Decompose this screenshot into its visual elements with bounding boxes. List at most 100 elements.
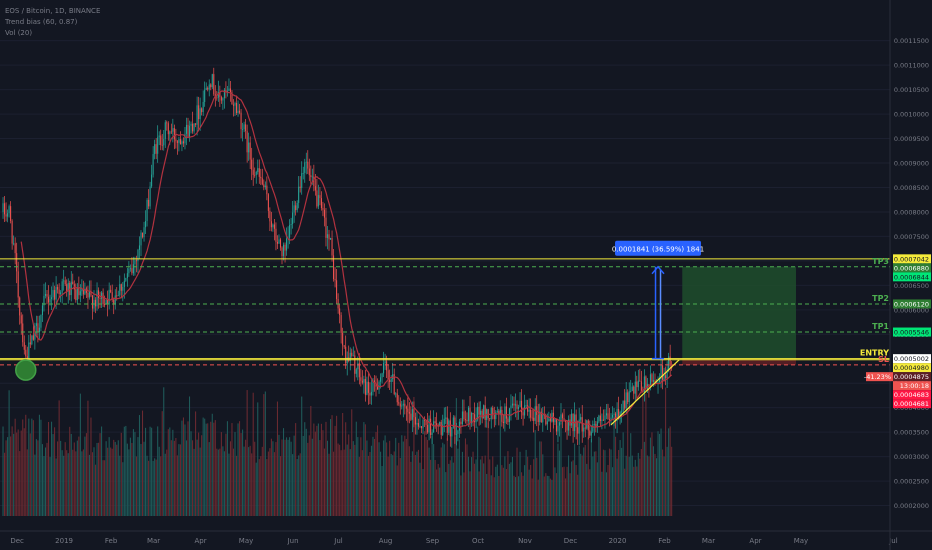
volume-bar: [296, 459, 298, 516]
candle-body: [463, 411, 465, 420]
volume-bar: [343, 449, 345, 516]
volume-bar: [605, 472, 608, 516]
candle-body: [369, 392, 371, 396]
bottom-marker-circle[interactable]: [15, 359, 37, 381]
volume-bar: [304, 422, 306, 516]
candle-body: [129, 268, 131, 270]
volume-bar: [608, 448, 611, 516]
volume-bar: [445, 472, 447, 516]
volume-bar: [574, 443, 576, 516]
price-axis[interactable]: 0.0011500 0.0011000 0.0010500 0.0010000 0.00…: [889, 0, 929, 550]
price-tick-label: 0.0008500: [894, 184, 929, 192]
volume-bar: [155, 459, 157, 516]
volume-bar: [113, 439, 115, 516]
volume-bar: [257, 402, 259, 516]
volume-bar: [560, 423, 562, 516]
indicator-volume[interactable]: Vol (20): [5, 29, 33, 37]
candle-body: [295, 205, 297, 211]
volume-bar: [58, 400, 60, 516]
candle-body: [213, 74, 215, 95]
volume-bar: [154, 458, 156, 516]
candle-body: [31, 335, 33, 345]
candle-body: [630, 390, 632, 392]
volume-bar: [196, 439, 198, 516]
measure-arrowhead[interactable]: [651, 265, 665, 275]
volume-bar: [410, 461, 412, 516]
volume-bar: [266, 459, 268, 516]
volume-bar: [419, 462, 421, 516]
candle-body: [546, 421, 548, 425]
candle-body: [117, 295, 119, 297]
candle-body: [516, 404, 518, 409]
volume-bar: [258, 459, 260, 516]
candle-body: [220, 96, 222, 101]
candle-body: [622, 400, 624, 412]
candle-body: [451, 427, 453, 437]
volume-bar: [35, 439, 37, 516]
time-axis[interactable]: Dec 2019 Feb Mar Apr May Jun Jul Aug Sep Oct Nov Dec…: [0, 530, 932, 545]
volume-bar: [501, 465, 503, 516]
candle-body: [668, 356, 670, 370]
candle-body: [551, 412, 553, 422]
candle-body: [602, 419, 604, 421]
loss-zone[interactable]: [682, 358, 796, 365]
candle-body: [313, 176, 315, 187]
volume-bar: [451, 456, 453, 516]
chart-drawings[interactable]: 0.0001841 (36.59%) 1841: [15, 240, 704, 426]
candle-body: [7, 213, 9, 217]
price-label-text: 0.0005002: [894, 355, 929, 363]
candle-body: [396, 393, 398, 403]
volume-bar: [452, 462, 454, 516]
candle-body: [255, 171, 257, 175]
volume-bar: [52, 434, 54, 516]
candle-body: [358, 363, 360, 378]
volume-bar: [29, 433, 31, 516]
volume-bar: [640, 449, 642, 516]
volume-bar: [469, 471, 471, 516]
volume-bar: [443, 444, 445, 516]
rising-trendline[interactable]: [610, 359, 680, 426]
candle-body: [378, 381, 380, 390]
volume-bar: [111, 448, 113, 516]
price-label-text: 0.0006880: [894, 264, 929, 272]
candle-body: [251, 159, 253, 170]
time-tick-label: Feb: [658, 537, 671, 545]
candle-body: [625, 392, 627, 409]
profit-zone[interactable]: [682, 266, 796, 359]
candle-body: [649, 374, 651, 386]
volume-bar: [513, 475, 515, 516]
candle-body: [270, 221, 272, 228]
volume-bar: [228, 453, 230, 516]
volume-bar: [610, 449, 612, 516]
candle-body: [22, 323, 24, 343]
candle-body: [178, 139, 180, 143]
volume-bar: [411, 451, 413, 516]
price-label-text: 0.0004683: [894, 391, 929, 399]
volume-bar: [407, 394, 409, 516]
volume-bar: [26, 449, 28, 516]
volume-bar: [229, 441, 231, 516]
candle-body: [384, 361, 386, 364]
volume-bar: [577, 474, 579, 516]
volume-bar: [225, 433, 227, 516]
volume-bar: [108, 437, 110, 516]
volume-bar: [37, 440, 39, 516]
volume-bar: [552, 415, 554, 516]
candle-body: [120, 284, 122, 291]
symbol-title[interactable]: EOS / Bitcoin, 1D, BINANCE: [5, 7, 101, 15]
indicator-trend-bias[interactable]: Trend bias (60, 0.87): [5, 18, 78, 26]
price-label-text: 0.0006844: [894, 273, 929, 281]
candle-body: [26, 356, 28, 363]
volume-bar: [158, 446, 160, 516]
measure-label-box[interactable]: [615, 240, 702, 256]
volume-bar: [141, 410, 144, 516]
candle-body: [530, 409, 532, 418]
candle-body: [240, 112, 242, 130]
volume-bar: [61, 450, 63, 516]
candle-body: [480, 410, 482, 415]
candle-body: [317, 195, 319, 207]
volume-bar: [98, 442, 100, 516]
candle-body: [501, 409, 503, 422]
